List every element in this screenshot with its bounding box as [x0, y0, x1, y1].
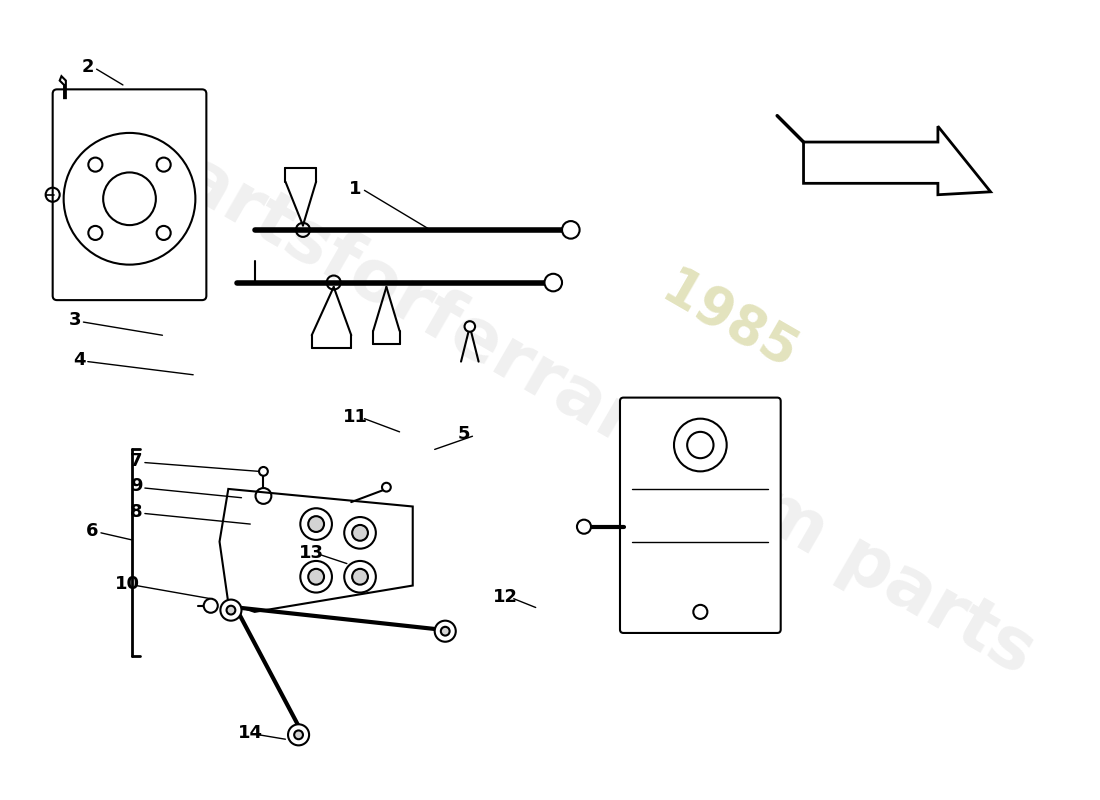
Text: 1: 1 [350, 179, 362, 198]
Circle shape [441, 627, 450, 635]
FancyBboxPatch shape [620, 398, 781, 633]
Circle shape [352, 525, 367, 541]
Text: 7: 7 [130, 452, 142, 470]
Circle shape [352, 569, 367, 585]
Text: a partsforferrari.com parts: a partsforferrari.com parts [60, 79, 1046, 688]
Circle shape [288, 724, 309, 746]
Circle shape [578, 520, 591, 534]
Text: 6: 6 [86, 522, 98, 540]
Text: 9: 9 [130, 478, 142, 495]
Text: 4: 4 [73, 351, 86, 369]
Circle shape [434, 621, 455, 642]
Circle shape [464, 321, 475, 332]
Text: 11: 11 [343, 408, 368, 426]
Circle shape [308, 516, 324, 532]
Circle shape [544, 274, 562, 291]
Circle shape [562, 221, 580, 238]
Text: 2: 2 [81, 58, 94, 76]
Circle shape [294, 730, 302, 739]
Text: 13: 13 [299, 544, 324, 562]
Polygon shape [803, 126, 991, 194]
Text: 3: 3 [68, 311, 81, 330]
Text: 12: 12 [493, 588, 517, 606]
Text: 5: 5 [458, 426, 470, 443]
Circle shape [382, 482, 390, 491]
Circle shape [258, 467, 267, 476]
Text: 1985: 1985 [652, 263, 805, 382]
FancyBboxPatch shape [53, 90, 207, 300]
Circle shape [220, 599, 242, 621]
Text: 14: 14 [238, 724, 263, 742]
Circle shape [204, 598, 218, 613]
Text: 10: 10 [114, 574, 140, 593]
Circle shape [308, 569, 324, 585]
Circle shape [227, 606, 235, 614]
Text: 8: 8 [130, 502, 142, 521]
